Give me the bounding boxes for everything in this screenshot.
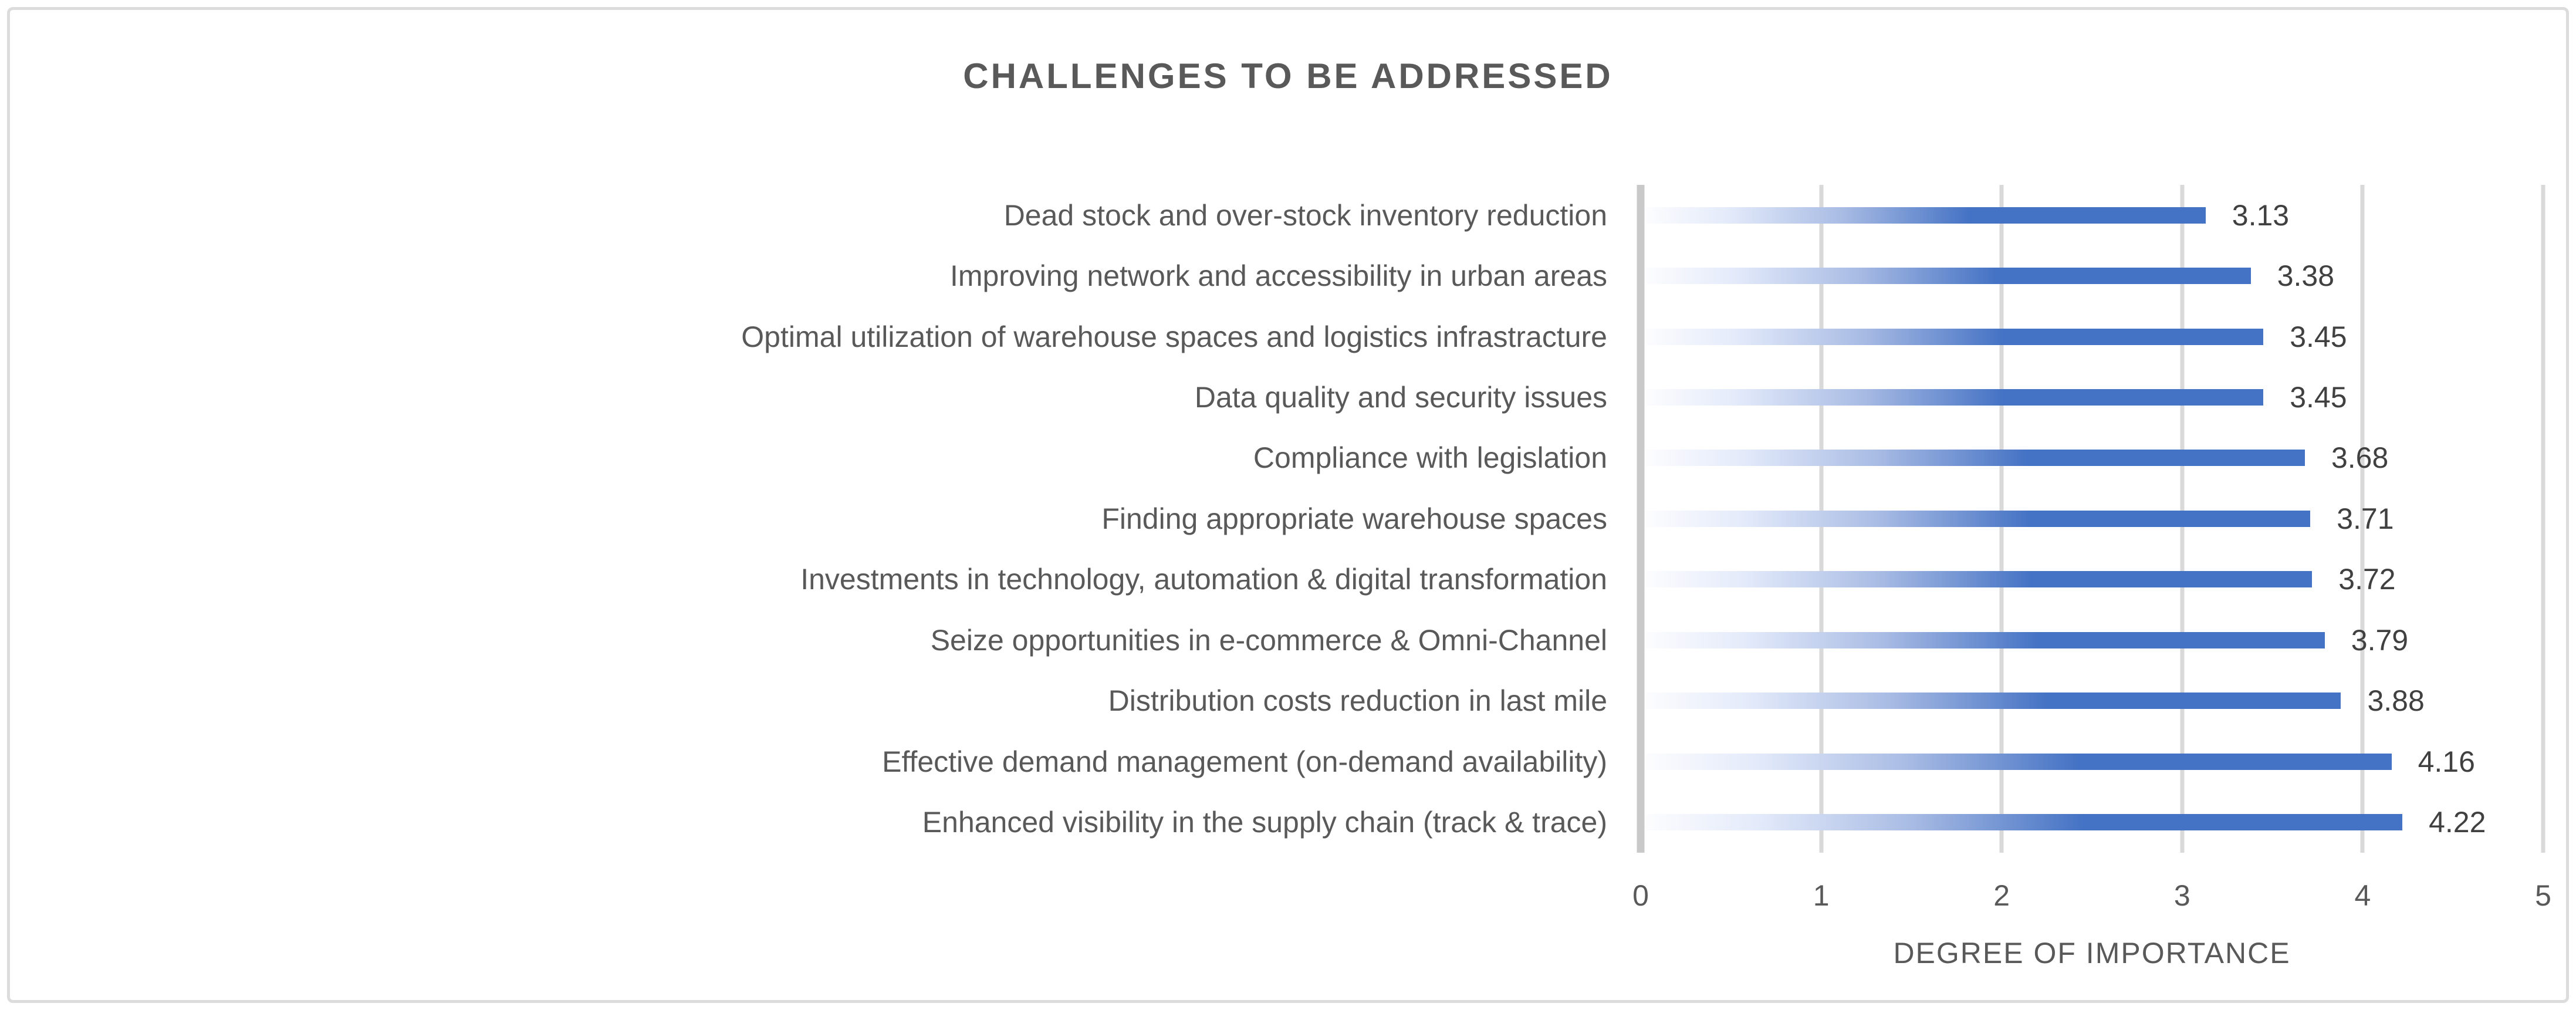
bar [1645, 510, 2311, 527]
value-label: 3.88 [2367, 684, 2425, 718]
bar-track: 4.22 [1641, 805, 2543, 839]
chart-rows: Dead stock and over-stock inventory redu… [10, 185, 2576, 853]
chart-row: Seize opportunities in e-commerce & Omni… [10, 610, 2576, 670]
bar-track: 3.72 [1641, 562, 2543, 596]
bar-track: 3.68 [1641, 441, 2543, 475]
x-axis-title: DEGREE OF IMPORTANCE [1893, 937, 2291, 970]
value-label: 3.68 [2331, 441, 2389, 475]
chart-row: Distribution costs reduction in last mil… [10, 671, 2576, 731]
bar [1645, 450, 2305, 467]
chart-row: Finding appropriate warehouse spaces 3.71 [10, 488, 2576, 549]
chart-row: Compliance with legislation 3.68 [10, 428, 2576, 488]
category-label: Compliance with legislation [1253, 441, 1607, 475]
chart-row: Improving network and accessibility in u… [10, 245, 2576, 306]
value-label: 3.45 [2290, 320, 2347, 353]
category-label: Improving network and accessibility in u… [950, 259, 1607, 293]
chart-row: Investments in technology, automation & … [10, 549, 2576, 610]
value-label: 3.71 [2337, 502, 2394, 535]
x-tick-label: 1 [1813, 879, 1830, 912]
value-label: 3.79 [2351, 623, 2409, 657]
value-label: 3.45 [2290, 381, 2347, 414]
bar-track: 3.71 [1641, 502, 2543, 536]
category-label: Seize opportunities in e-commerce & Omni… [930, 623, 1607, 657]
chart-frame: CHALLENGES TO BE ADDRESSED Dead stock an… [7, 7, 2569, 1003]
chart-row: Enhanced visibility in the supply chain … [10, 792, 2576, 852]
bar-track: 3.45 [1641, 380, 2543, 414]
category-label: Enhanced visibility in the supply chain … [922, 806, 1607, 839]
value-label: 4.16 [2418, 745, 2475, 778]
chart-row: Data quality and security issues 3.45 [10, 367, 2576, 427]
bar-track: 3.79 [1641, 623, 2543, 657]
bar [1645, 753, 2392, 770]
bar-track: 3.13 [1641, 198, 2543, 232]
x-tick-label: 3 [2173, 879, 2190, 912]
gridline [2360, 185, 2365, 853]
x-tick-label: 5 [2535, 879, 2551, 912]
category-label: Dead stock and over-stock inventory redu… [1003, 198, 1607, 232]
x-axis-tick-labels: 0 1 2 3 4 5 [1632, 879, 2551, 914]
bar [1645, 571, 2313, 588]
bar [1645, 328, 2264, 345]
bar-track: 3.38 [1641, 259, 2543, 293]
category-label: Finding appropriate warehouse spaces [1101, 502, 1607, 535]
value-label: 4.22 [2429, 806, 2486, 839]
chart-row: Optimal utilization of warehouse spaces … [10, 306, 2576, 367]
value-label: 3.38 [2277, 259, 2335, 293]
x-tick-label: 4 [2354, 879, 2371, 912]
x-tick-label: 2 [1993, 879, 2010, 912]
bar-track: 3.88 [1641, 684, 2543, 718]
chart-row: Effective demand management (on-demand a… [10, 731, 2576, 792]
category-label: Optimal utilization of warehouse spaces … [741, 320, 1607, 353]
chart-row: Dead stock and over-stock inventory redu… [10, 185, 2576, 245]
category-label: Effective demand management (on-demand a… [882, 745, 1607, 778]
bar [1645, 268, 2251, 285]
bar [1645, 631, 2325, 648]
value-label: 3.72 [2338, 563, 2396, 596]
category-label: Investments in technology, automation & … [800, 563, 1607, 596]
bar [1645, 389, 2264, 406]
bar [1645, 814, 2403, 831]
category-label: Distribution costs reduction in last mil… [1108, 684, 1607, 718]
chart-title: CHALLENGES TO BE ADDRESSED [963, 56, 1613, 96]
bar [1645, 207, 2206, 224]
bar-track: 4.16 [1641, 745, 2543, 779]
x-tick-label: 0 [1632, 879, 1649, 912]
gridline [2541, 185, 2545, 853]
y-axis-line [1637, 185, 1645, 853]
bar [1645, 693, 2341, 710]
category-label: Data quality and security issues [1194, 381, 1607, 414]
bar-track: 3.45 [1641, 320, 2543, 354]
value-label: 3.13 [2232, 198, 2290, 232]
